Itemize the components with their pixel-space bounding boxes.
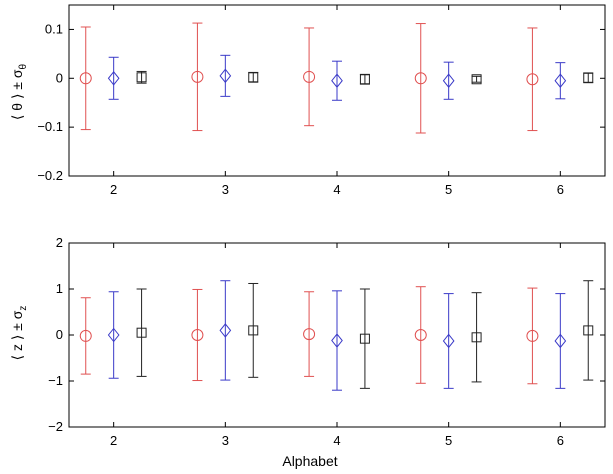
theta-ticks: 2 3 4 5 6 0.1 0 −0.1 −0.2 (37, 5, 605, 197)
theta-point-square (248, 72, 259, 83)
z-point-diamond (331, 333, 343, 348)
z-y-tick-label: 1 (56, 281, 63, 296)
theta-point-square (359, 74, 370, 85)
z-y-axis-title: ⟨ z ⟩ ± σz (9, 306, 29, 361)
theta-series-square (136, 70, 594, 85)
theta-point-diamond (107, 70, 120, 86)
theta-error-bar (79, 26, 92, 131)
x-axis-title: Alphabet (282, 453, 337, 469)
theta-error-bar (219, 54, 232, 97)
theta-y-tick-label: −0.1 (37, 119, 63, 134)
theta-x-tick-label: 4 (333, 182, 340, 197)
theta-error-bar (526, 27, 539, 132)
theta-point-diamond (442, 73, 455, 89)
theta-series-circle (79, 22, 539, 134)
z-x-tick-label: 6 (557, 433, 564, 448)
theta-error-bar (191, 22, 204, 132)
z-error-bar (554, 293, 567, 389)
z-x-tick-label: 5 (445, 433, 452, 448)
z-error-bar (359, 288, 370, 389)
theta-series-diamond (107, 54, 567, 101)
z-point-diamond (107, 327, 120, 343)
z-y-axis-title-main: ⟨ z ⟩ ± σ (9, 310, 25, 360)
theta-y-axis-title-sub: θ (18, 63, 29, 69)
z-point-circle (191, 329, 204, 341)
theta-marks (79, 22, 594, 134)
z-error-bar (526, 287, 539, 385)
z-error-bar (248, 282, 259, 378)
z-error-bar (471, 292, 482, 383)
z-point-circle (414, 329, 427, 341)
theta-y-tick-label: 0 (56, 70, 63, 85)
theta-error-bar (359, 73, 370, 85)
z-series-square (136, 280, 594, 389)
theta-error-bar (107, 56, 120, 100)
z-point-diamond (219, 323, 232, 338)
z-error-bar (303, 291, 316, 377)
z-error-bar (136, 288, 147, 377)
z-marks (79, 280, 594, 391)
theta-point-square (583, 72, 594, 83)
z-series-diamond (107, 280, 567, 391)
theta-point-square (136, 72, 147, 83)
z-point-square (136, 327, 147, 338)
z-error-bar (331, 290, 343, 391)
theta-point-circle (526, 73, 539, 86)
z-point-circle (303, 328, 316, 341)
z-y-tick-label: −1 (48, 373, 63, 388)
z-point-circle (79, 329, 92, 342)
z-error-bar (191, 288, 204, 382)
theta-point-diamond (331, 73, 343, 89)
theta-point-circle (414, 72, 427, 85)
theta-error-bar (414, 23, 427, 134)
z-error-bar (79, 297, 92, 375)
z-series-circle (79, 286, 539, 385)
z-x-tick-label: 2 (110, 433, 117, 448)
theta-x-tick-label: 5 (445, 182, 452, 197)
z-panel: 2 3 4 5 6 2 1 0 −1 −2 ⟨ z ⟩ ± σz Alphabet (9, 235, 606, 469)
z-error-bar (107, 291, 120, 379)
theta-point-circle (303, 70, 316, 83)
theta-panel: 2 3 4 5 6 0.1 0 −0.1 −0.2 ⟨ θ ⟩ ± σθ (9, 4, 606, 197)
z-x-tick-label: 3 (222, 433, 229, 448)
z-point-diamond (442, 333, 455, 349)
theta-y-axis-title-main: ⟨ θ ⟩ ± σ (9, 69, 25, 120)
theta-error-bar (554, 62, 567, 100)
theta-point-diamond (219, 68, 232, 84)
theta-point-diamond (554, 73, 567, 89)
z-point-diamond (554, 333, 567, 349)
theta-y-axis-title: ⟨ θ ⟩ ± σθ (9, 63, 29, 120)
z-error-bar (583, 280, 594, 381)
z-point-square (583, 325, 594, 336)
z-y-tick-label: 2 (56, 235, 63, 250)
theta-error-bar (248, 71, 259, 83)
z-error-bar (442, 293, 455, 389)
z-error-bar (414, 286, 427, 384)
theta-x-tick-label: 6 (557, 182, 564, 197)
theta-error-bar (442, 61, 455, 100)
theta-error-bar (331, 60, 343, 101)
theta-error-bar (471, 74, 482, 85)
theta-x-tick-label: 2 (110, 182, 117, 197)
theta-error-bar (303, 27, 316, 127)
z-x-tick-label: 4 (333, 433, 340, 448)
theta-point-circle (191, 70, 204, 83)
z-y-tick-label: −2 (48, 419, 63, 434)
theta-error-bar (136, 70, 147, 84)
theta-x-tick-label: 3 (222, 182, 229, 197)
theta-point-circle (79, 72, 92, 85)
z-point-square (359, 333, 370, 344)
z-point-square (248, 325, 259, 336)
z-point-circle (526, 329, 539, 342)
z-y-tick-label: 0 (56, 327, 63, 342)
z-error-bar (219, 280, 232, 381)
theta-y-tick-label: −0.2 (37, 168, 63, 183)
z-point-square (471, 332, 482, 343)
theta-y-tick-label: 0.1 (45, 21, 63, 36)
theta-point-square (471, 74, 482, 85)
z-y-axis-title-sub: z (18, 306, 29, 311)
theta-error-bar (583, 72, 594, 84)
z-ticks: 2 3 4 5 6 2 1 0 −1 −2 (48, 235, 605, 448)
